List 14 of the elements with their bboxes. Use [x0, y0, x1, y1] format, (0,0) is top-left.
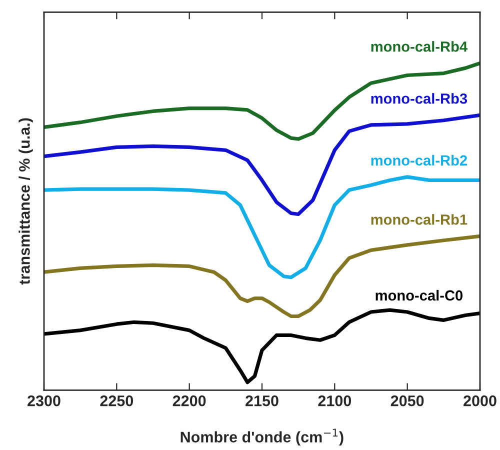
x-tick-label: 2000	[464, 395, 496, 406]
series-label: mono-cal-Rb1	[371, 214, 468, 225]
x-tick-label: 2150	[246, 395, 278, 406]
x-tick-label: 2050	[390, 395, 424, 406]
x-tick-label: 2300	[28, 395, 60, 406]
series-label: mono-cal-C0	[376, 290, 463, 301]
series-label: mono-cal-Rb2	[371, 154, 467, 166]
series-label: mono-cal-Rb3	[371, 93, 468, 104]
x-tick-label: 2100	[318, 395, 352, 406]
x-tick-label: 2250	[100, 395, 134, 406]
x-tick-label: 2200	[172, 395, 206, 406]
series-label: mono-cal-Rb4	[371, 41, 468, 52]
x-axis-title: Nombre d'onde (cm$^{−1}$)	[180, 428, 344, 446]
y-axis-title: transmittance / % (u.a.)	[18, 118, 33, 285]
